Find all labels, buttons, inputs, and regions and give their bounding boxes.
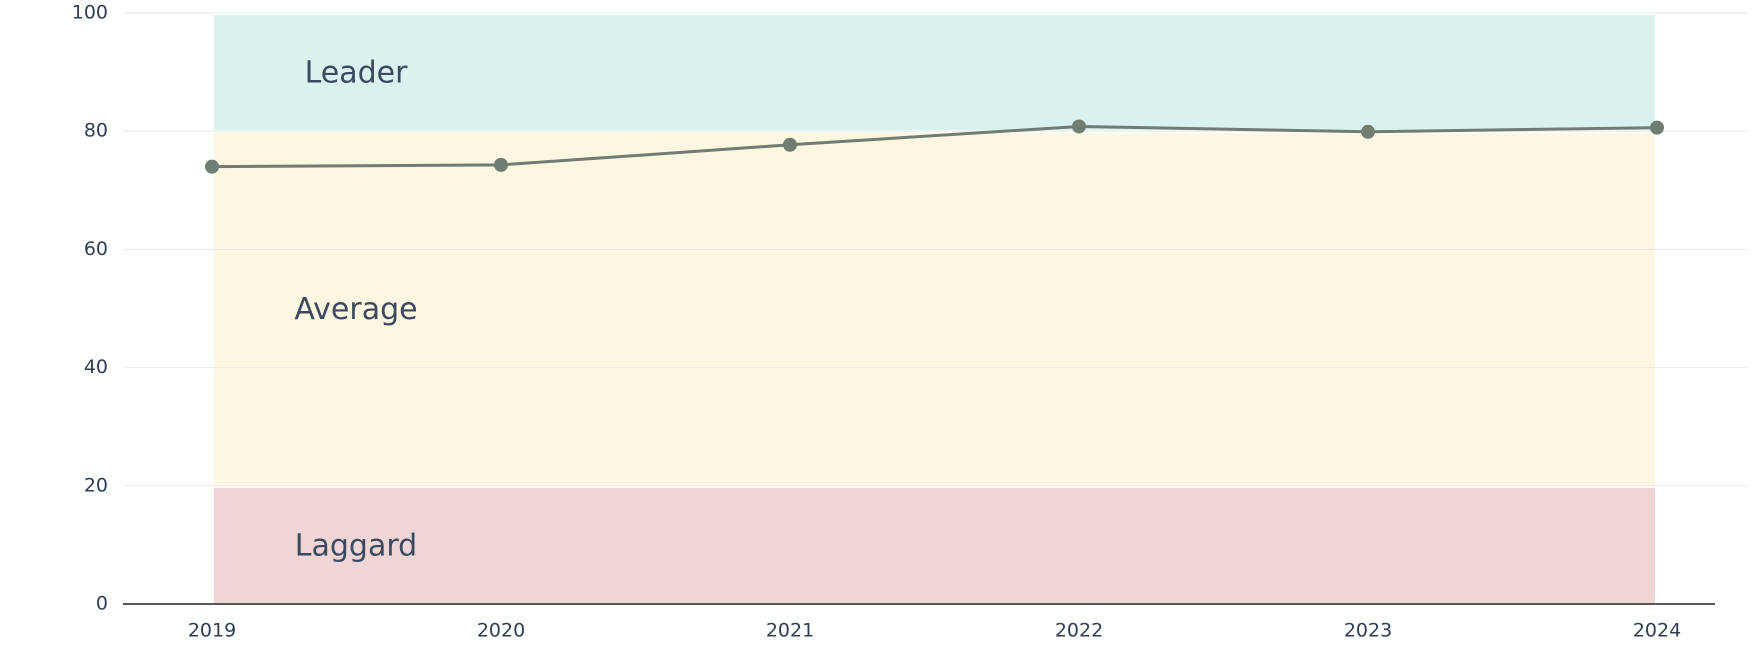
x-tick-label: 2024	[1633, 620, 1681, 642]
y-tick-label: 0	[96, 593, 108, 615]
y-tick-label: 40	[84, 356, 108, 378]
x-tick-label: 2021	[766, 620, 814, 642]
band	[214, 15, 1655, 131]
band-label: Laggard	[295, 528, 417, 563]
y-tick-label: 100	[72, 2, 108, 24]
point	[1361, 124, 1375, 139]
y-tick-label: 80	[84, 120, 108, 142]
y-tick-label: 20	[84, 474, 108, 496]
band	[214, 487, 1655, 603]
point	[783, 137, 797, 152]
point	[205, 159, 219, 174]
line	[211, 124, 1658, 169]
y-tick-label: 60	[84, 238, 108, 260]
band-label: Average	[294, 292, 417, 327]
point	[1650, 120, 1664, 135]
x-tick-label: 2023	[1344, 620, 1392, 642]
point	[494, 157, 508, 172]
x-tick-label: 2022	[1055, 620, 1103, 642]
point	[1072, 119, 1086, 134]
x-tick-label: 2019	[188, 620, 236, 642]
band	[214, 133, 1655, 485]
x-tick-label: 2020	[477, 620, 525, 642]
band-label: Leader	[305, 56, 409, 91]
